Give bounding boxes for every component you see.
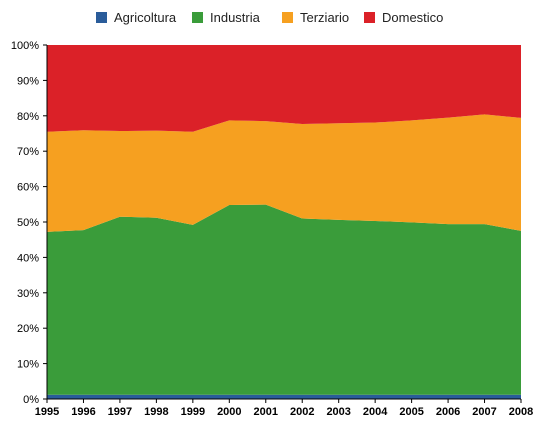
area-terziario [47, 114, 521, 232]
y-tick-label: 10% [17, 359, 39, 371]
x-tick-label: 2005 [399, 406, 423, 418]
x-tick-label: 1997 [108, 406, 132, 418]
x-tick-label: 1998 [144, 406, 168, 418]
x-tick-label: 1999 [181, 406, 205, 418]
y-tick-label: 30% [17, 288, 39, 300]
x-tick-label: 2008 [509, 406, 533, 418]
legend-item-industria: Industria [192, 10, 261, 25]
x-tick-label: 1996 [71, 406, 95, 418]
y-tick-label: 60% [17, 182, 39, 194]
y-tick-label: 40% [17, 252, 39, 264]
x-tick-label: 2000 [217, 406, 241, 418]
x-tick-label: 2007 [472, 406, 496, 418]
legend-label: Terziario [300, 10, 349, 25]
y-tick-label: 90% [17, 75, 39, 87]
legend-label: Domestico [382, 10, 443, 25]
y-tick-label: 80% [17, 111, 39, 123]
area-agricoltura [47, 394, 521, 399]
y-tick-label: 20% [17, 323, 39, 335]
legend-swatch [282, 12, 293, 23]
legend-label: Agricoltura [114, 10, 177, 25]
area-domestico [47, 45, 521, 132]
legend-label: Industria [210, 10, 261, 25]
x-tick-label: 2001 [254, 406, 278, 418]
area-industria [47, 204, 521, 395]
x-tick-label: 2006 [436, 406, 460, 418]
legend-swatch [364, 12, 375, 23]
y-tick-label: 100% [11, 40, 39, 52]
y-tick-label: 0% [23, 394, 39, 406]
x-tick-label: 2004 [363, 406, 388, 418]
axes: 0% 10% 20% 30% 40% 50% 60% 70% 80% 90% 100% 1995 199… [11, 40, 533, 418]
legend-item-agricoltura: Agricoltura [96, 10, 177, 25]
legend-swatch [192, 12, 203, 23]
legend-item-terziario: Terziario [282, 10, 349, 25]
y-tick-label: 50% [17, 217, 39, 229]
legend-swatch [96, 12, 107, 23]
x-tick-label: 1995 [35, 406, 59, 418]
legend: Agricoltura Industria Terziario Domestico [96, 10, 443, 25]
legend-item-domestico: Domestico [364, 10, 443, 25]
y-tick-label: 70% [17, 146, 39, 158]
plot-areas [47, 45, 521, 399]
x-tick-label: 2003 [326, 406, 350, 418]
x-tick-label: 2002 [290, 406, 314, 418]
